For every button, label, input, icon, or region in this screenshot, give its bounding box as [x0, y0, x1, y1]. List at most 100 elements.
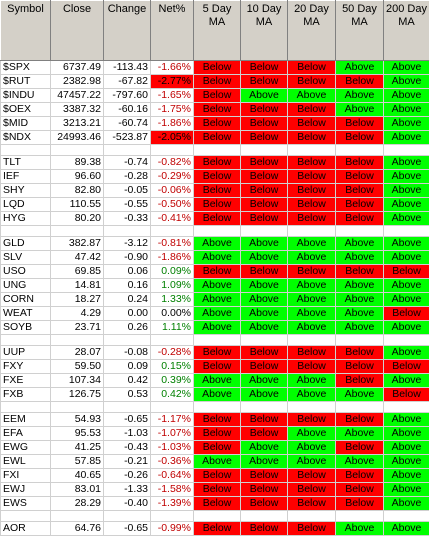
spacer-cell	[383, 144, 429, 156]
table-row[interactable]: UNG 14.81 0.16 1.09% Above Above Above Above Abo…	[0, 278, 429, 293]
change-cell: -0.21	[103, 454, 151, 469]
change-cell: -0.26	[103, 468, 151, 483]
close-cell: 6737.49	[50, 60, 104, 75]
net-percent-cell: 1.33%	[150, 292, 194, 307]
change-cell: -0.28	[103, 169, 151, 184]
table-row[interactable]: $MID 3213.21 -60.74 -1.86% Below Below Below Be…	[0, 116, 429, 131]
ma-status-cell: Below	[335, 373, 384, 388]
ma-status-cell: Below	[193, 197, 241, 212]
table-row[interactable]: UUP 28.07 -0.08 -0.28% Below Below Below Below A…	[0, 345, 429, 360]
close-cell: 3387.32	[50, 102, 104, 117]
ma-status-cell: Below	[193, 496, 241, 511]
ma-status-cell: Above	[383, 373, 429, 388]
ma-status-cell: Below	[240, 496, 288, 511]
ma-status-cell: Above	[240, 440, 288, 455]
spacer-cell	[193, 401, 241, 413]
header-net-percent[interactable]: Net%	[150, 0, 194, 61]
change-cell: 0.24	[103, 292, 151, 307]
table-row[interactable]: HYG 80.20 -0.33 -0.41% Below Below Below Below A…	[0, 211, 429, 226]
close-cell: 69.85	[50, 264, 104, 279]
change-cell: 0.16	[103, 278, 151, 293]
spacer-cell	[103, 144, 151, 156]
ma-status-cell: Below	[240, 74, 288, 89]
ma-status-cell: Above	[383, 102, 429, 117]
net-percent-cell: -1.03%	[150, 440, 194, 455]
ma-status-cell: Above	[383, 496, 429, 511]
ma-status-cell: Above	[240, 250, 288, 265]
table-row[interactable]: USO 69.85 0.06 0.09% Below Below Below Below Bel…	[0, 264, 429, 279]
table-row[interactable]: $OEX 3387.32 -60.16 -1.75% Below Below Below Ab…	[0, 102, 429, 117]
ma-status-cell: Below	[193, 211, 241, 226]
table-row[interactable]: SHY 82.80 -0.05 -0.06% Below Below Below Below A…	[0, 183, 429, 198]
table-row[interactable]: FXB 126.75 0.53 0.42% Above Above Above Above Be…	[0, 387, 429, 402]
symbol-cell: IEF	[0, 169, 51, 184]
table-row[interactable]: WEAT 4.29 0.00 0.00% Above Above Above Above Bel…	[0, 306, 429, 321]
table-row[interactable]: $INDU 47457.22 -797.60 -1.65% Below Above Abov…	[0, 88, 429, 103]
ma-status-cell: Above	[287, 88, 336, 103]
table-row[interactable]: FXY 59.50 0.09 0.15% Below Below Below Below Bel…	[0, 359, 429, 374]
net-percent-cell: -1.39%	[150, 496, 194, 511]
ma-status-cell: Below	[193, 74, 241, 89]
header-symbol[interactable]: Symbol	[0, 0, 51, 61]
ma-status-cell: Above	[335, 426, 384, 441]
table-row[interactable]: CORN 18.27 0.24 1.33% Above Above Above Above Ab…	[0, 292, 429, 307]
ma-status-cell: Below	[287, 496, 336, 511]
ma-status-cell: Below	[335, 116, 384, 131]
table-row[interactable]: EWG 41.25 -0.43 -1.03% Below Above Above Below A…	[0, 440, 429, 455]
table-row[interactable]: TLT 89.38 -0.74 -0.82% Below Below Below Below A…	[0, 155, 429, 170]
close-cell: 83.01	[50, 482, 104, 497]
header-20-day-ma[interactable]: 20 Day MA	[287, 0, 336, 61]
ma-status-cell: Below	[240, 60, 288, 75]
ma-status-cell: Above	[287, 387, 336, 402]
table-row[interactable]: FXE 107.34 0.42 0.39% Above Above Above Below Ab…	[0, 373, 429, 388]
table-row[interactable]: $NDX 24993.46 -523.87 -2.05% Below Below Below…	[0, 130, 429, 145]
ma-status-cell: Above	[335, 102, 384, 117]
ma-status-cell: Above	[287, 306, 336, 321]
ma-status-cell: Below	[193, 169, 241, 184]
table-row[interactable]: LQD 110.55 -0.55 -0.50% Below Below Below Below…	[0, 197, 429, 212]
table-row[interactable]: AOR 64.76 -0.65 -0.99% Below Below Below Above A…	[0, 521, 429, 536]
change-cell: -67.82	[103, 74, 151, 89]
change-cell: -1.33	[103, 482, 151, 497]
spacer-cell	[193, 510, 241, 522]
table-body: $SPX 6737.49 -113.43 -1.66% Below Below Below A…	[0, 60, 429, 536]
table-row[interactable]: IEF 96.60 -0.28 -0.29% Below Below Below Below A…	[0, 169, 429, 184]
symbol-cell: EWJ	[0, 482, 51, 497]
spacer-cell	[50, 144, 104, 156]
change-cell: -0.74	[103, 155, 151, 170]
ma-status-cell: Below	[193, 412, 241, 427]
spacer-cell	[103, 510, 151, 522]
table-row[interactable]: EFA 95.53 -1.03 -1.07% Below Below Above Above A…	[0, 426, 429, 441]
table-row[interactable]: SOYB 23.71 0.26 1.11% Above Above Above Above Ab…	[0, 320, 429, 335]
header-50-day-ma[interactable]: 50 Day MA	[335, 0, 384, 61]
header-close[interactable]: Close	[50, 0, 104, 61]
ma-status-cell: Below	[240, 264, 288, 279]
table-row[interactable]: FXI 40.65 -0.26 -0.64% Below Below Below Below A…	[0, 468, 429, 483]
table-row[interactable]: EEM 54.93 -0.65 -1.17% Below Below Below Below A…	[0, 412, 429, 427]
header-10-day-ma[interactable]: 10 Day MA	[240, 0, 288, 61]
symbol-cell: FXB	[0, 387, 51, 402]
ma-status-cell: Above	[383, 454, 429, 469]
spacer-cell	[150, 144, 194, 156]
table-row[interactable]: EWS 28.29 -0.40 -1.39% Below Below Below Below A…	[0, 496, 429, 511]
spacer-cell	[193, 225, 241, 237]
ma-status-cell: Below	[240, 211, 288, 226]
change-cell: 0.00	[103, 306, 151, 321]
net-percent-cell: -0.99%	[150, 521, 194, 536]
symbol-cell: EWG	[0, 440, 51, 455]
change-cell: -0.65	[103, 521, 151, 536]
change-cell: -0.05	[103, 183, 151, 198]
table-row[interactable]: GLD 382.87 -3.12 -0.81% Above Above Above Above…	[0, 236, 429, 251]
table-row[interactable]: $RUT 2382.98 -67.82 -2.77% Below Below Below Be…	[0, 74, 429, 89]
ma-status-cell: Above	[193, 250, 241, 265]
table-row[interactable]: $SPX 6737.49 -113.43 -1.66% Below Below Below A…	[0, 60, 429, 75]
header-5-day-ma[interactable]: 5 Day MA	[193, 0, 241, 61]
spacer-cell	[383, 401, 429, 413]
table-row[interactable]: EWL 57.85 -0.21 -0.36% Above Above Above Above A…	[0, 454, 429, 469]
header-200-day-ma[interactable]: 200 Day MA	[383, 0, 429, 61]
ma-status-cell: Above	[383, 130, 429, 145]
table-row[interactable]: EWJ 83.01 -1.33 -1.58% Below Below Below Below A…	[0, 482, 429, 497]
header-change[interactable]: Change	[103, 0, 151, 61]
ma-status-cell: Below	[335, 197, 384, 212]
table-row[interactable]: SLV 47.42 -0.90 -1.86% Above Above Above Above A…	[0, 250, 429, 265]
